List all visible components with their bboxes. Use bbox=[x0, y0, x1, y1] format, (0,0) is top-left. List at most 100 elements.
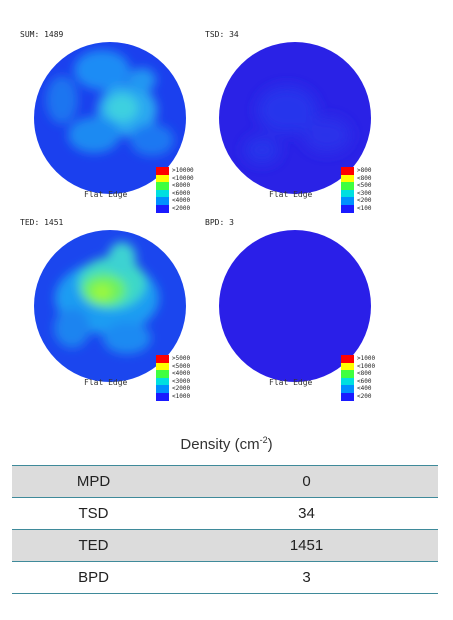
flat-edge-label-tsd: Flat Edge bbox=[269, 190, 313, 199]
legend-swatch bbox=[341, 362, 354, 371]
legend-text: <3000 bbox=[172, 377, 191, 385]
legend-swatch bbox=[156, 370, 169, 378]
legend-swatch bbox=[341, 385, 354, 393]
legend-swatch bbox=[156, 167, 169, 175]
table-cell-name: TSD bbox=[12, 497, 175, 530]
legend-swatch bbox=[341, 167, 354, 175]
legend-row: >800 bbox=[341, 167, 371, 175]
legend-swatch bbox=[341, 355, 354, 363]
legend-text: <200 bbox=[357, 392, 372, 400]
legend-swatch bbox=[341, 204, 354, 213]
legend-swatch bbox=[156, 204, 169, 213]
legend-row: <3000 bbox=[156, 377, 191, 386]
map-label-ted: TED: 1451 bbox=[20, 218, 64, 227]
table-cell-name: TED bbox=[12, 529, 175, 562]
legend-row: <2000 bbox=[156, 385, 190, 393]
legend-row: <100 bbox=[341, 204, 372, 213]
legend-row: <800 bbox=[341, 370, 375, 378]
legend-row: <4000 bbox=[156, 197, 194, 205]
legend-row: >5000 bbox=[156, 355, 190, 363]
legend-ted: >5000 <5000 <4000 <3000 <2000 <1000 bbox=[156, 355, 190, 401]
legend-row: >1000 bbox=[341, 355, 375, 363]
legend-text: <8000 bbox=[172, 182, 191, 190]
legend-row: <4000 bbox=[156, 370, 190, 378]
table-cell-value: 0 bbox=[175, 465, 438, 498]
legend-swatch bbox=[156, 362, 169, 371]
legend-text: >10000 bbox=[172, 167, 194, 174]
legend-text: <100 bbox=[357, 204, 372, 212]
legend-swatch bbox=[156, 385, 169, 393]
density-title: Density (cm-2) bbox=[0, 435, 453, 453]
legend-row: <500 bbox=[341, 182, 371, 190]
legend-text: <200 bbox=[357, 197, 372, 205]
legend-row: <8000 bbox=[156, 182, 194, 190]
table-cell-name: BPD bbox=[12, 561, 175, 594]
legend-row: <600 bbox=[341, 377, 375, 386]
flat-edge-label-bpd: Flat Edge bbox=[269, 378, 313, 387]
legend-row: <1000 bbox=[341, 362, 376, 371]
legend-swatch bbox=[156, 197, 169, 205]
legend-text: <800 bbox=[357, 174, 372, 182]
map-label-bpd: BPD: 3 bbox=[205, 218, 234, 227]
legend-swatch bbox=[341, 182, 354, 190]
table-row-ted: TED 1451 bbox=[12, 529, 438, 562]
legend-text: >5000 bbox=[172, 355, 191, 362]
legend-swatch bbox=[341, 392, 354, 401]
legend-row: <5000 bbox=[156, 362, 191, 371]
legend-swatch bbox=[156, 189, 169, 198]
table-row-tsd: TSD 34 bbox=[12, 497, 438, 530]
legend-text: >1000 bbox=[357, 355, 376, 362]
legend-row: <400 bbox=[341, 385, 375, 393]
legend-text: <4000 bbox=[172, 370, 191, 378]
legend-swatch bbox=[156, 377, 169, 386]
legend-text: <5000 bbox=[172, 362, 191, 370]
density-title-close: ) bbox=[267, 436, 273, 453]
table-row-mpd: MPD 0 bbox=[12, 465, 438, 498]
legend-text: <2000 bbox=[172, 385, 191, 393]
legend-text: <300 bbox=[357, 189, 372, 197]
table-cell-value: 1451 bbox=[175, 529, 438, 562]
map-label-sum: SUM: 1489 bbox=[20, 30, 64, 39]
legend-tsd: >800 <800 <500 <300 <200 <100 bbox=[341, 167, 371, 213]
flat-edge-label-sum: Flat Edge bbox=[84, 190, 128, 199]
legend-text: <600 bbox=[357, 377, 372, 385]
legend-text: <2000 bbox=[172, 204, 191, 212]
legend-swatch bbox=[156, 392, 169, 401]
legend-swatch bbox=[156, 182, 169, 190]
legend-swatch bbox=[341, 370, 354, 378]
legend-text: <500 bbox=[357, 182, 372, 190]
legend-bpd: >1000 <1000 <800 <600 <400 <200 bbox=[341, 355, 375, 401]
legend-swatch bbox=[341, 174, 354, 183]
legend-row: <300 bbox=[341, 189, 372, 198]
legend-text: <10000 bbox=[172, 174, 194, 182]
legend-text: <6000 bbox=[172, 189, 191, 197]
wafer-map-sum bbox=[34, 42, 186, 194]
legend-text: <400 bbox=[357, 385, 372, 393]
legend-sum: >10000 <10000 <8000 <6000 <4000 <2000 bbox=[156, 167, 194, 213]
map-panel-sum: SUM: 1489 >10000 <10000 <8000 <6000 <4000 <20… bbox=[20, 30, 235, 220]
map-panel-bpd: BPD: 3 >1000 <1000 <800 <600 <400 <200 Flat E… bbox=[205, 218, 420, 408]
legend-text: >800 bbox=[357, 167, 372, 174]
legend-row: <800 bbox=[341, 174, 372, 183]
legend-row: <1000 bbox=[156, 392, 191, 401]
legend-row: <200 bbox=[341, 197, 371, 205]
legend-text: <1000 bbox=[357, 362, 376, 370]
table-cell-value: 3 bbox=[175, 561, 438, 594]
legend-swatch bbox=[156, 174, 169, 183]
table-cell-name: MPD bbox=[12, 465, 175, 498]
legend-text: <1000 bbox=[172, 392, 191, 400]
map-panel-ted: TED: 1451 >5000 <5000 <4000 <3000 <2000 <1000… bbox=[20, 218, 235, 408]
map-label-tsd: TSD: 34 bbox=[205, 30, 239, 39]
legend-row: <200 bbox=[341, 392, 375, 401]
legend-text: <4000 bbox=[172, 197, 191, 205]
legend-swatch bbox=[341, 197, 354, 205]
table-row-bpd: BPD 3 bbox=[12, 561, 438, 594]
legend-swatch bbox=[156, 355, 169, 363]
density-table: MPD 0 TSD 34 TED 1451 BPD 3 bbox=[12, 465, 438, 594]
legend-swatch bbox=[341, 377, 354, 386]
legend-row: <10000 bbox=[156, 174, 194, 183]
map-panel-tsd: TSD: 34 >800 <800 <500 <300 <200 <100 Flat Ed… bbox=[205, 30, 420, 220]
legend-swatch bbox=[341, 189, 354, 198]
legend-row: >10000 bbox=[156, 167, 194, 175]
legend-row: <6000 bbox=[156, 189, 194, 198]
